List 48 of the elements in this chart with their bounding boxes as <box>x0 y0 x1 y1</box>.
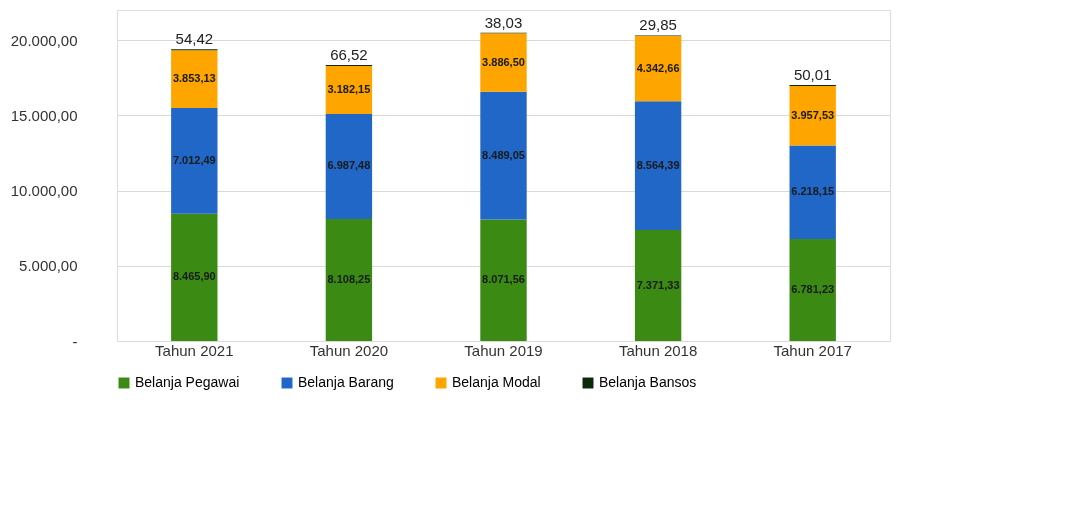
bar <box>789 85 836 146</box>
y-tick-label: 15.000,00 <box>10 106 78 124</box>
bar <box>789 238 836 341</box>
data-label: 3.886,50 <box>482 55 525 68</box>
legend-label: Belanja Modal <box>452 374 541 390</box>
data-label: 7.012,49 <box>172 153 216 166</box>
data-label: 6.781,23 <box>791 282 835 295</box>
x-tick-label: Tahun 2021 <box>155 341 234 359</box>
x-tick-label: Tahun 2017 <box>773 341 852 359</box>
data-label: 6.218,15 <box>791 185 835 198</box>
bar <box>480 91 527 220</box>
data-label: 3.957,53 <box>791 108 835 121</box>
bar <box>634 101 682 231</box>
data-label: 6.987,48 <box>327 159 371 172</box>
data-label: 66,52 <box>330 46 368 63</box>
data-label: 29,85 <box>639 16 677 34</box>
x-tick-label: Tahun 2018 <box>618 341 698 359</box>
data-label: 38,03 <box>484 13 523 31</box>
x-tick-label: Tahun 2019 <box>464 341 543 359</box>
bar <box>325 113 373 220</box>
data-label: 3.853,13 <box>172 72 216 85</box>
data-label: 8.465,90 <box>172 270 216 283</box>
bar <box>171 108 218 214</box>
legend-label: Belanja Pegawai <box>135 374 240 390</box>
y-tick-label: 20.000,00 <box>10 31 78 49</box>
bar <box>480 219 527 341</box>
y-tick-label: 10.000,00 <box>10 182 78 200</box>
bar <box>171 50 218 109</box>
bar <box>634 230 682 341</box>
bar <box>325 219 373 341</box>
bar <box>789 145 836 239</box>
bar <box>634 35 682 102</box>
data-label: 8.071,56 <box>482 273 525 286</box>
data-label: 3.182,15 <box>327 82 371 95</box>
data-label: 8.108,25 <box>327 273 371 285</box>
data-label: 8.489,05 <box>482 148 525 161</box>
y-tick-label: 5.000,00 <box>19 257 78 275</box>
legend-label: Belanja Bansos <box>599 374 697 390</box>
data-label: 54,42 <box>175 30 214 48</box>
legend-label: Belanja Barang <box>298 374 394 390</box>
data-label: 7.371,33 <box>636 278 680 291</box>
data-label: 50,01 <box>793 66 832 84</box>
y-tick-label: - <box>72 332 78 350</box>
bar <box>480 33 527 92</box>
x-tick-label: Tahun 2020 <box>309 341 389 359</box>
bar <box>171 213 218 341</box>
data-label: 8.564,39 <box>636 158 680 171</box>
data-label: 4.342,66 <box>636 61 680 74</box>
